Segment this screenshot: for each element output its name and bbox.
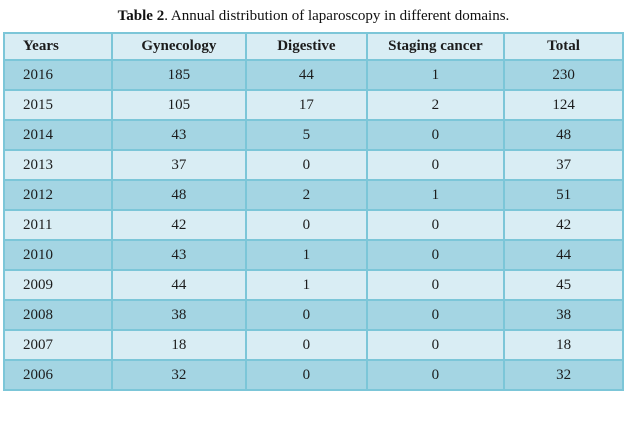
value-cell: 0 [365,299,506,331]
column-header-years: Years [3,32,113,61]
value-cell: 43 [110,239,248,271]
value-cell: 37 [110,149,248,181]
value-cell: 105 [110,89,248,121]
value-cell: 0 [365,329,506,361]
value-cell: 230 [503,59,624,91]
year-cell: 2008 [3,299,113,331]
column-header-staging-cancer: Staging cancer [365,32,506,61]
value-cell: 0 [245,329,368,361]
table-row: 2014 43 5 0 48 [3,119,624,151]
value-cell: 0 [365,209,506,241]
column-header-digestive: Digestive [245,32,368,61]
value-cell: 43 [110,119,248,151]
value-cell: 0 [245,299,368,331]
table-caption-label: Table 2 [117,8,165,24]
table-row: 2012 48 2 1 51 [3,179,624,211]
value-cell: 2 [365,89,506,121]
value-cell: 2 [245,179,368,211]
value-cell: 45 [503,269,624,301]
value-cell: 48 [110,179,248,211]
table-row: 2009 44 1 0 45 [3,269,624,301]
value-cell: 32 [503,359,624,391]
value-cell: 0 [365,119,506,151]
table-row: 2007 18 0 0 18 [3,329,624,361]
table-row: 2011 42 0 0 42 [3,209,624,241]
table-row: 2010 43 1 0 44 [3,239,624,271]
value-cell: 0 [245,359,368,391]
value-cell: 1 [245,269,368,301]
year-cell: 2013 [3,149,113,181]
value-cell: 124 [503,89,624,121]
value-cell: 185 [110,59,248,91]
value-cell: 5 [245,119,368,151]
year-cell: 2014 [3,119,113,151]
table-row: 2008 38 0 0 38 [3,299,624,331]
value-cell: 0 [365,239,506,271]
column-header-total: Total [503,32,624,61]
table-caption: Table 2. Annual distribution of laparosc… [0,0,627,25]
value-cell: 0 [365,359,506,391]
value-cell: 0 [365,149,506,181]
value-cell: 0 [245,209,368,241]
table-body: 2016 185 44 1 230 2015 105 17 2 124 2014 43 5 0 48 2013… [3,59,624,391]
table-header: Years Gynecology Digestive Staging cance… [3,32,624,61]
value-cell: 44 [110,269,248,301]
year-cell: 2011 [3,209,113,241]
value-cell: 18 [110,329,248,361]
year-cell: 2006 [3,359,113,391]
column-header-gynecology: Gynecology [110,32,248,61]
year-cell: 2007 [3,329,113,361]
year-cell: 2010 [3,239,113,271]
value-cell: 44 [245,59,368,91]
value-cell: 17 [245,89,368,121]
table-row: 2016 185 44 1 230 [3,59,624,91]
year-cell: 2009 [3,269,113,301]
value-cell: 0 [245,149,368,181]
value-cell: 1 [245,239,368,271]
value-cell: 32 [110,359,248,391]
header-row: Years Gynecology Digestive Staging cance… [3,32,624,61]
year-cell: 2012 [3,179,113,211]
value-cell: 1 [365,59,506,91]
year-cell: 2016 [3,59,113,91]
value-cell: 42 [503,209,624,241]
value-cell: 42 [110,209,248,241]
table-row: 2015 105 17 2 124 [3,89,624,121]
value-cell: 38 [110,299,248,331]
value-cell: 44 [503,239,624,271]
value-cell: 18 [503,329,624,361]
value-cell: 37 [503,149,624,181]
value-cell: 51 [503,179,624,211]
table-row: 2006 32 0 0 32 [3,359,624,391]
year-cell: 2015 [3,89,113,121]
value-cell: 38 [503,299,624,331]
table-caption-text: . Annual distribution of laparoscopy in … [164,8,510,24]
value-cell: 48 [503,119,624,151]
value-cell: 0 [365,269,506,301]
table-row: 2013 37 0 0 37 [3,149,624,181]
value-cell: 1 [365,179,506,211]
laparoscopy-distribution-table: Years Gynecology Digestive Staging cance… [3,32,624,391]
